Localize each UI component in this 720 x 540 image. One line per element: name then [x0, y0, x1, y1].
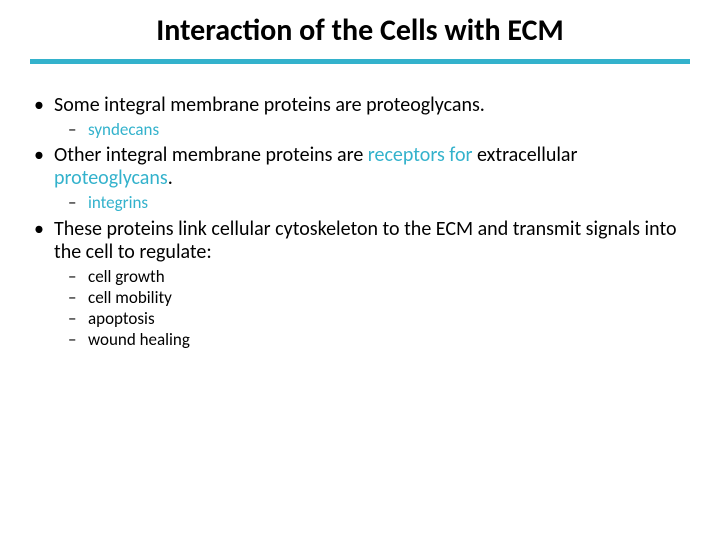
bullet-text-prefix: Other integral membrane proteins are	[54, 143, 368, 167]
bullet-text: These proteins link cellular cytoskeleto…	[54, 217, 677, 264]
sub-bullet-item: apoptosis	[54, 308, 690, 329]
bullet-text: Some integral membrane proteins are prot…	[54, 93, 485, 117]
sub-bullet-text: apoptosis	[88, 308, 155, 329]
sub-bullet-text: cell mobility	[88, 287, 172, 308]
bullet-text-highlight2: proteoglycans	[54, 166, 168, 190]
sub-bullet-list: cell growth cell mobility apoptosis woun…	[54, 266, 690, 351]
sub-bullet-item: integrins	[54, 192, 690, 213]
bullet-text-highlight: receptors for	[368, 143, 473, 167]
sub-bullet-text: syndecans	[88, 119, 159, 140]
sub-bullet-item: cell mobility	[54, 287, 690, 308]
slide-title: Interaction of the Cells with ECM	[65, 12, 655, 59]
bullet-text-suffix1: extracellular	[473, 143, 578, 167]
sub-bullet-text: integrins	[88, 192, 148, 213]
title-underline	[30, 59, 690, 64]
sub-bullet-list: syndecans	[54, 119, 690, 140]
bullet-item: Some integral membrane proteins are prot…	[30, 94, 690, 140]
sub-bullet-item: wound healing	[54, 329, 690, 350]
sub-bullet-list: integrins	[54, 192, 690, 213]
sub-bullet-item: syndecans	[54, 119, 690, 140]
slide-container: Interaction of the Cells with ECM Some i…	[0, 0, 720, 375]
bullet-text-suffix2: .	[168, 166, 173, 190]
sub-bullet-text: cell growth	[88, 266, 165, 287]
sub-bullet-item: cell growth	[54, 266, 690, 287]
sub-bullet-text: wound healing	[88, 329, 190, 350]
bullet-item: These proteins link cellular cytoskeleto…	[30, 218, 690, 351]
bullet-item: Other integral membrane proteins are rec…	[30, 144, 690, 213]
bullet-list: Some integral membrane proteins are prot…	[30, 94, 690, 351]
